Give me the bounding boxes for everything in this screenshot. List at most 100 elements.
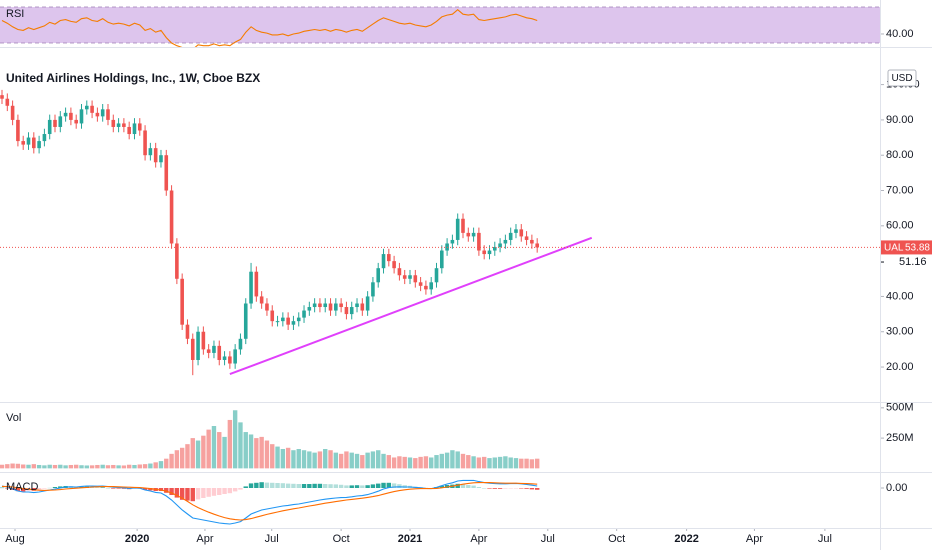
candle-body	[413, 275, 418, 283]
candle-body	[42, 134, 47, 142]
candle-body	[408, 275, 412, 279]
macd-histogram-bar	[195, 488, 201, 500]
macd-histogram-bar	[105, 488, 111, 489]
volume-bar	[360, 455, 365, 469]
candle-body	[296, 317, 301, 322]
candle-body	[334, 303, 338, 311]
candle-body	[217, 345, 222, 360]
macd-histogram-bar	[471, 485, 476, 488]
macd-histogram-bar	[370, 484, 376, 488]
candle-body	[243, 303, 248, 339]
candle-body	[492, 247, 497, 251]
macd-histogram-bar	[95, 487, 100, 488]
candle-body	[514, 229, 518, 233]
volume-bar	[349, 452, 354, 469]
candle-body	[254, 271, 259, 297]
macd-histogram-bar	[232, 488, 238, 492]
candle-body	[524, 236, 529, 240]
candle-body	[307, 307, 312, 311]
macd-histogram-bar	[455, 483, 460, 488]
macd-histogram-bar	[386, 482, 392, 488]
volume-bar	[206, 429, 211, 469]
candle-body	[265, 303, 269, 311]
macd-histogram-bar	[354, 485, 360, 488]
volume-bar	[222, 436, 227, 469]
candle-body	[26, 137, 31, 145]
candle-body	[477, 232, 481, 251]
volume-bar	[47, 464, 52, 469]
candle-body	[116, 123, 121, 127]
macd-histogram-bar	[323, 484, 328, 488]
candle-body	[196, 331, 200, 360]
volume-bar	[174, 450, 180, 469]
price-tick-label: 60.00	[886, 220, 914, 232]
candle-body	[450, 239, 455, 244]
volume-bar	[466, 455, 471, 469]
candle-body	[312, 303, 317, 308]
volume-bar	[524, 458, 529, 469]
volume-bar	[307, 451, 312, 469]
x-tick-label: 2022	[674, 533, 698, 545]
volume-bar	[238, 422, 243, 469]
macd-histogram-bar	[121, 488, 127, 489]
volume-bar	[471, 456, 476, 469]
x-tick-label: 2021	[398, 533, 422, 545]
macd-histogram-bar	[365, 485, 370, 488]
macd-histogram-bar	[312, 483, 317, 488]
candle-body	[344, 307, 349, 315]
macd-histogram-bar	[487, 488, 492, 489]
volume-bar	[195, 440, 201, 469]
volume-bar	[376, 450, 381, 469]
candle-body	[360, 303, 365, 311]
volume-bar	[407, 457, 413, 469]
volume-bar	[519, 458, 524, 469]
level-label: 51.16	[899, 256, 927, 268]
macd-histogram-bar	[317, 483, 323, 488]
rsi-tick-label: 40.00	[886, 28, 914, 40]
volume-bar	[397, 456, 402, 469]
volume-bar	[89, 465, 95, 469]
candle-body	[5, 98, 10, 106]
candle-body	[392, 261, 396, 269]
candle-body	[376, 268, 381, 283]
macd-histogram-bar	[100, 487, 105, 488]
candle-body	[466, 232, 471, 237]
candle-body	[440, 250, 444, 269]
candle-body	[291, 321, 296, 325]
volume-bar	[434, 455, 439, 469]
candle-body	[535, 243, 539, 248]
volume-bar	[52, 464, 58, 469]
rsi-pane	[0, 6, 880, 47]
candle-body	[387, 254, 391, 262]
candle-body	[371, 282, 375, 297]
volume-bar	[487, 458, 492, 469]
macd-histogram-bar	[164, 488, 169, 493]
signal-line	[1, 482, 538, 521]
volume-bar	[534, 458, 540, 469]
macd-histogram-bar	[217, 488, 222, 495]
volume-bar	[121, 465, 127, 469]
candle-body	[90, 105, 94, 113]
volume-bar	[84, 465, 89, 469]
volume-label: Vol	[6, 412, 21, 424]
volume-bar	[254, 438, 259, 469]
volume-bar	[439, 453, 445, 469]
candle-body	[16, 119, 20, 142]
candle-body	[429, 282, 434, 290]
macd-histogram-bar	[524, 488, 529, 489]
macd-histogram-bar	[376, 483, 381, 488]
volume-bar	[460, 453, 466, 469]
macd-histogram-bar	[116, 488, 121, 489]
volume-bar	[529, 459, 535, 469]
volume-bar	[211, 426, 217, 469]
volume-bar	[291, 450, 296, 469]
macd-histogram-bar	[497, 488, 503, 489]
price-pane	[0, 89, 880, 376]
candle-body	[259, 296, 264, 304]
volume-bar	[5, 464, 10, 469]
volume-bar	[31, 464, 37, 469]
candle-body	[381, 254, 386, 269]
candle-body	[159, 155, 163, 163]
candle-body	[10, 105, 15, 120]
